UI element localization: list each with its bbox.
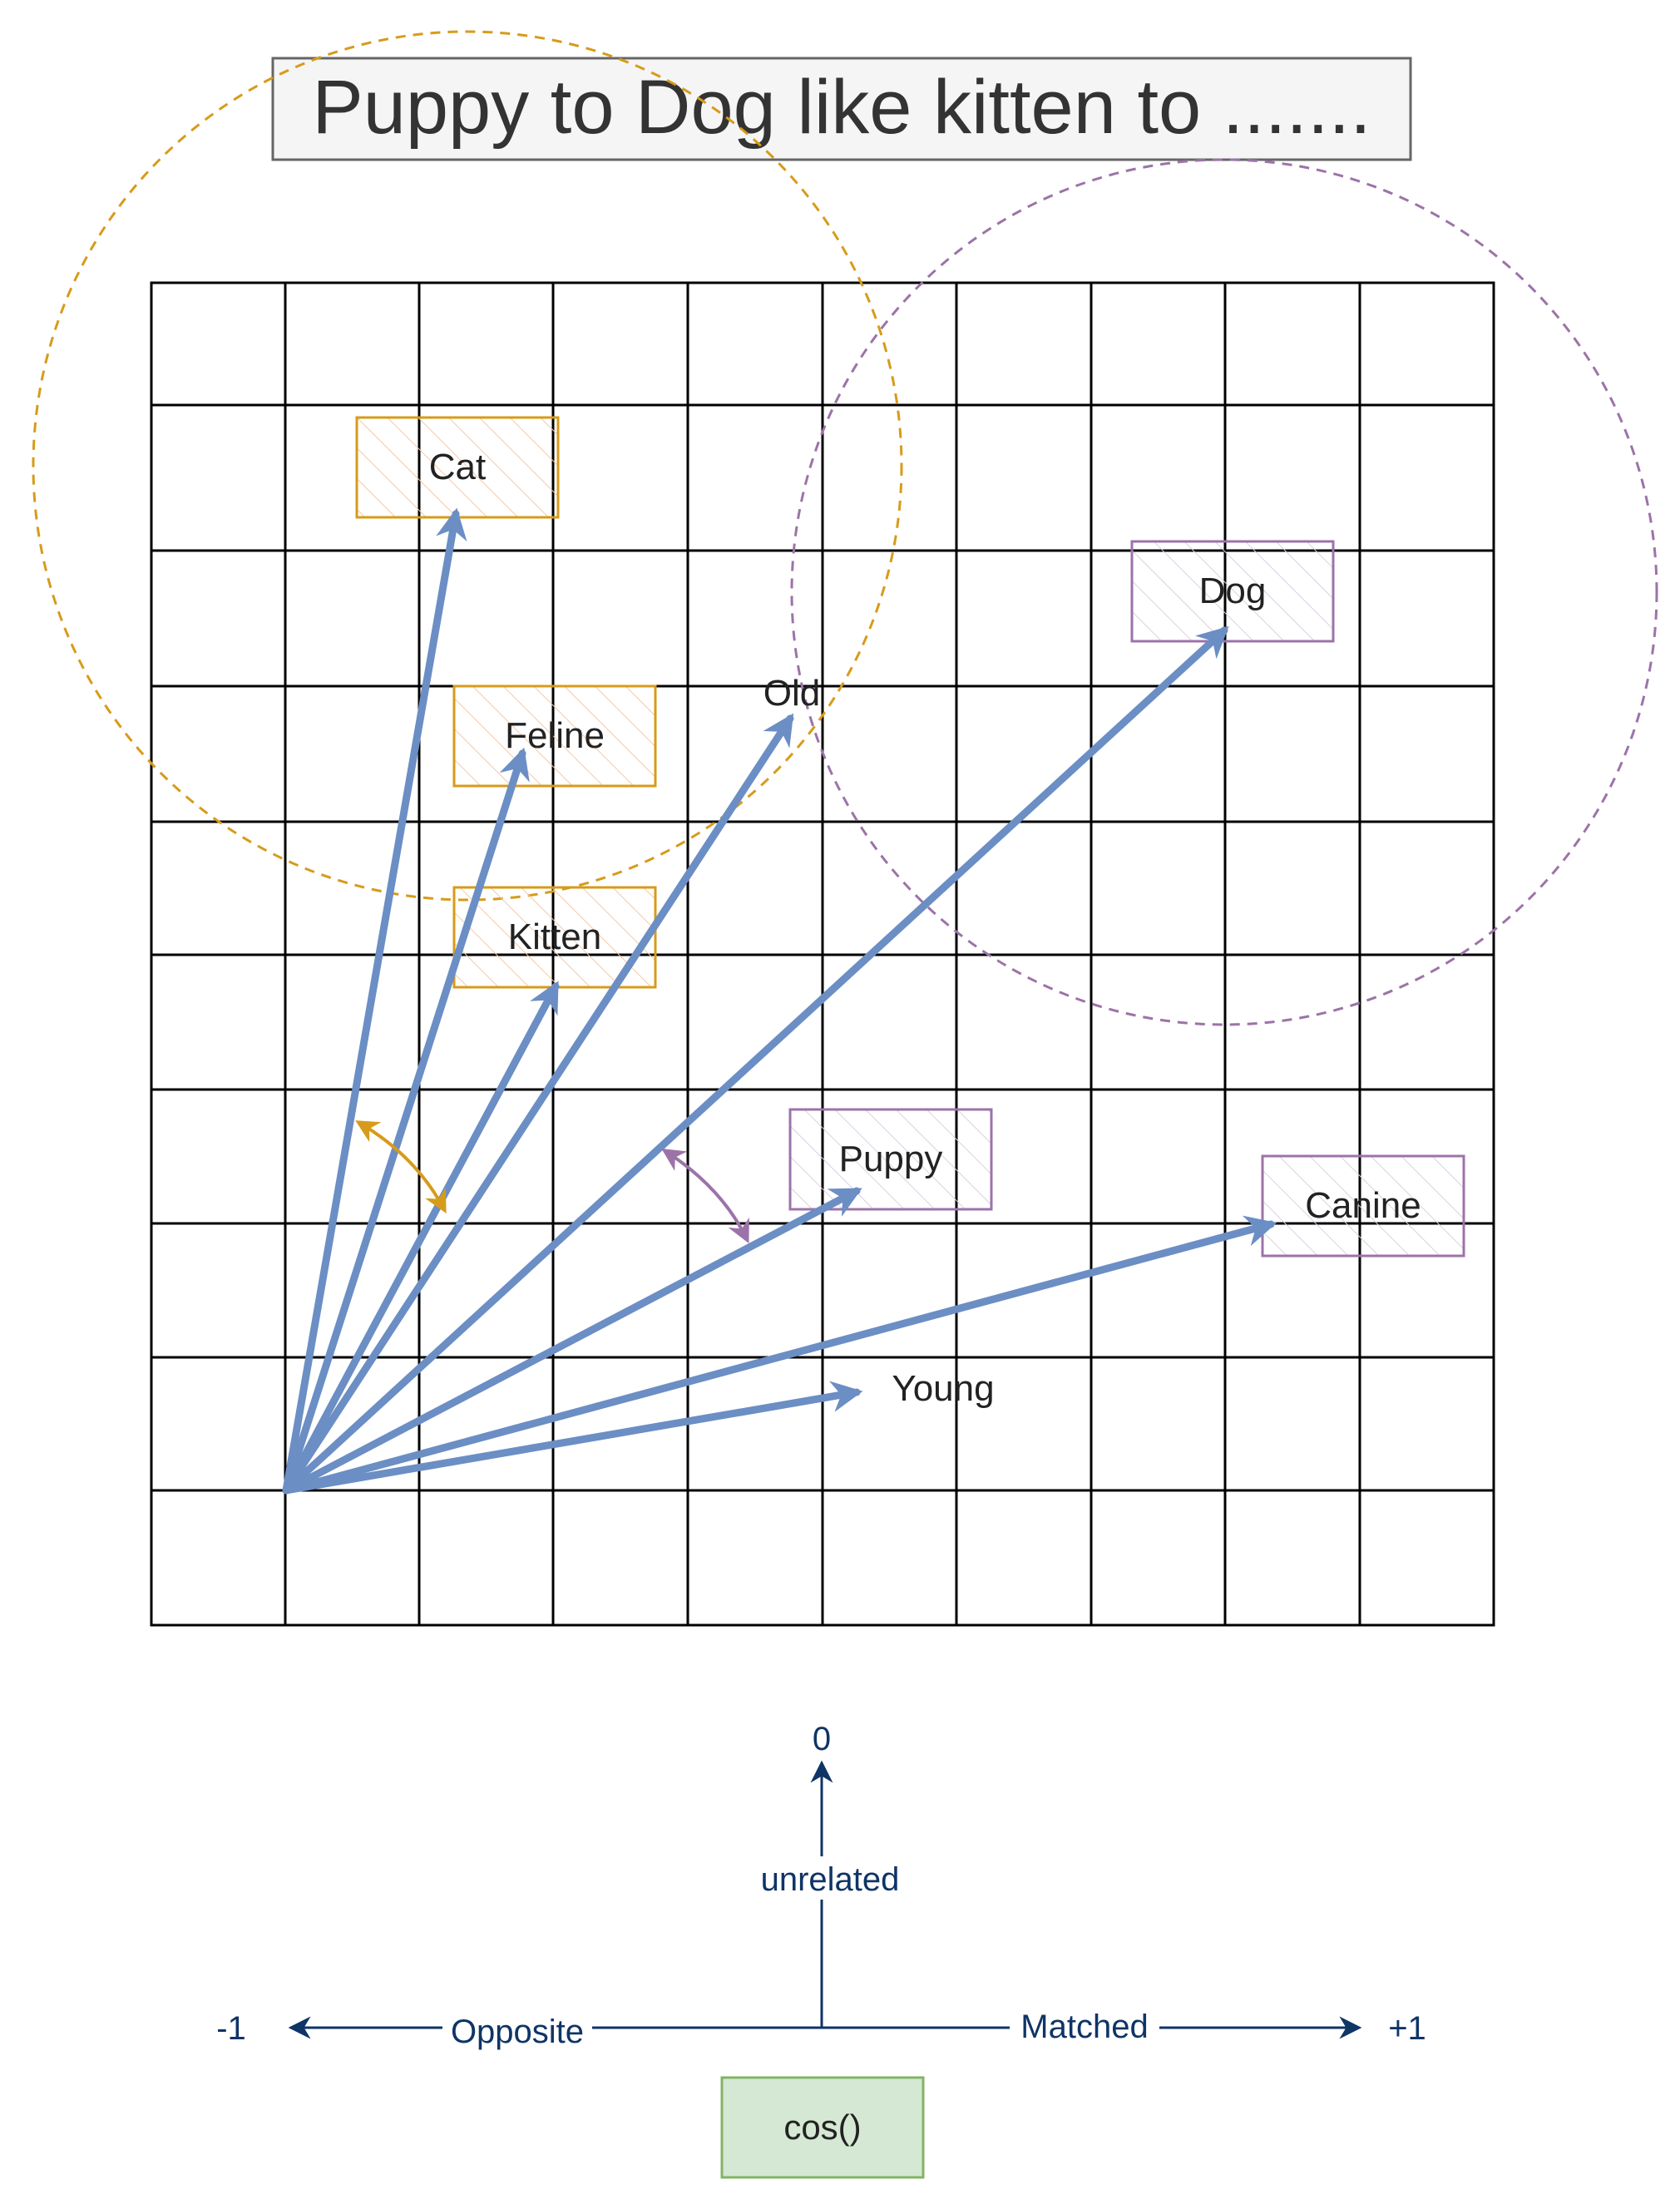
title-box: Puppy to Dog like kitten to .......: [271, 57, 1412, 161]
axis-top-label: unrelated: [761, 1861, 900, 1898]
word-young: Young: [892, 1368, 994, 1409]
vector-cat: [282, 507, 467, 1495]
word-box-dog: Dog: [1130, 540, 1335, 643]
grid: [150, 281, 1495, 1627]
vector-old: [282, 713, 794, 1495]
word-old: Old: [763, 673, 820, 714]
axis-left-value: -1: [216, 2010, 246, 2047]
canine-cluster-circle: [790, 158, 1658, 1026]
word-puppy: Puppy: [839, 1139, 943, 1179]
word-canine: Canine: [1305, 1185, 1421, 1226]
word-box-puppy: Puppy: [788, 1108, 993, 1211]
axis-left-label-bg: [442, 2008, 592, 2051]
word-box-cat: Cat: [355, 416, 560, 519]
vector-kitten: [282, 981, 560, 1495]
vector-dog: [282, 625, 1229, 1495]
word-feline: Feline: [505, 715, 605, 756]
word-cat: Cat: [429, 447, 486, 487]
axis-right-label: Matched: [1020, 2009, 1148, 2045]
word-dog: Dog: [1199, 571, 1267, 611]
vector-puppy: [282, 1187, 862, 1495]
axis-left-label: Opposite: [451, 2014, 584, 2050]
angle-indicator-feline: [355, 1120, 447, 1213]
cosine-axis: 0 unrelated -1 Opposite Matched +1: [216, 1721, 1426, 2051]
angle-indicator-canine: [661, 1148, 749, 1244]
vectors: [282, 507, 1277, 1495]
cos-function-label: cos(): [783, 2108, 861, 2147]
word-box-feline: Feline: [452, 684, 657, 788]
word-kitten: Kitten: [508, 917, 602, 957]
axis-top-value: 0: [813, 1721, 831, 1757]
vector-young: [282, 1381, 863, 1495]
cos-function-box: cos(): [720, 2076, 925, 2179]
axis-right-label-bg: [1010, 2003, 1159, 2046]
axis-right-value: +1: [1388, 2010, 1426, 2047]
axis-top-label-bg: [747, 1856, 897, 1900]
word-box-canine: Canine: [1261, 1154, 1465, 1258]
vector-canine: [282, 1215, 1277, 1495]
page-title: Puppy to Dog like kitten to .......: [312, 65, 1371, 150]
